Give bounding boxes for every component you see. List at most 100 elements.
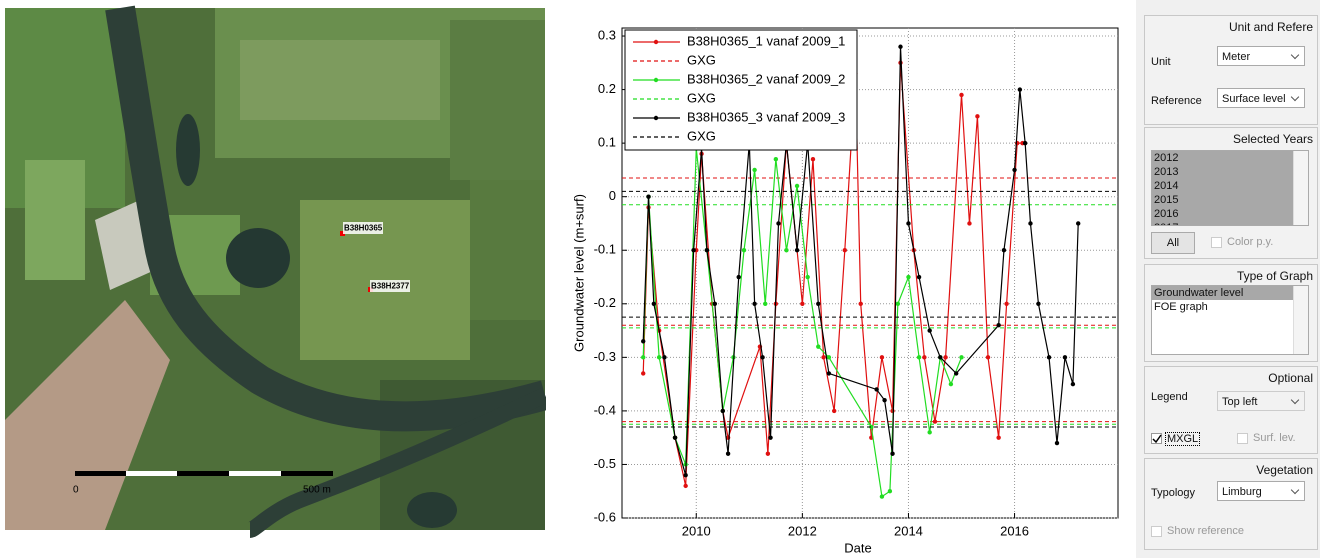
- series-marker: [765, 451, 771, 456]
- surf-lev-checkbox[interactable]: [1237, 433, 1248, 444]
- series-marker: [683, 472, 688, 478]
- series-marker: [641, 339, 646, 344]
- series-marker: [831, 408, 837, 414]
- years-list: 201220132014201520162017: [1151, 150, 1309, 226]
- series-marker: [879, 355, 885, 360]
- optional-group: Optional Legend Top left MXGL Surf. lev.: [1144, 366, 1318, 454]
- y-tick-label: 0: [609, 188, 616, 203]
- reference-dropdown[interactable]: Surface level: [1217, 88, 1305, 108]
- legend-label: B38H0365_1 vanaf 2009_1: [687, 33, 845, 48]
- series-marker: [646, 194, 651, 199]
- series-marker: [725, 451, 731, 456]
- x-tick-label: 2012: [788, 523, 817, 538]
- series-marker: [794, 248, 800, 253]
- scale-label: 0: [73, 485, 79, 496]
- series-marker: [821, 355, 826, 360]
- group-title: Optional: [1268, 371, 1313, 385]
- series-marker: [1054, 440, 1060, 446]
- group-title: Vegetation: [1256, 463, 1313, 477]
- legend-marker: [653, 39, 659, 45]
- color-checkbox-label: Color p.y.: [1227, 236, 1274, 248]
- legend-label: GXG: [687, 90, 716, 105]
- series-marker: [967, 221, 972, 226]
- show-reference-label: Show reference: [1167, 525, 1245, 537]
- series-marker: [1028, 221, 1033, 226]
- series-line: [642, 46, 1079, 476]
- main-canvas: B38H0365 B38H2377 0 500 m Date Groundwat…: [5, 5, 1119, 556]
- graph-type-item[interactable]: FOE graph: [1154, 301, 1208, 313]
- series-marker: [752, 167, 757, 173]
- mxgl-label: MXGL: [1165, 432, 1201, 446]
- series-marker: [938, 355, 943, 360]
- show-reference-checkbox[interactable]: [1151, 526, 1162, 537]
- series-marker: [996, 435, 1001, 440]
- year-item[interactable]: 2012: [1152, 151, 1308, 165]
- map-point-label: B38H2377: [371, 282, 410, 291]
- series-marker: [816, 301, 821, 306]
- year-item[interactable]: 2016: [1152, 207, 1308, 221]
- graph-type-group: Type of Graph Groundwater level FOE graph: [1144, 264, 1318, 362]
- all-button[interactable]: All: [1151, 232, 1195, 254]
- series-marker: [683, 483, 688, 489]
- series-marker: [1046, 355, 1052, 360]
- series-marker: [691, 248, 696, 253]
- series-marker: [943, 355, 948, 360]
- color-checkbox[interactable]: [1211, 237, 1222, 248]
- graph-type-item[interactable]: Groundwater level: [1152, 286, 1308, 300]
- unit-reference-group: Unit and Refere Unit Meter Reference Sur…: [1144, 15, 1318, 125]
- y-tick-label: 0.3: [598, 27, 616, 42]
- scale-label: 500 m: [303, 485, 331, 496]
- series-marker: [704, 248, 710, 253]
- map-point-label: B38H0365: [344, 224, 383, 233]
- legend: B38H0365_1 vanaf 2009_1 GXG B38H0365_2 van…: [624, 29, 858, 151]
- mxgl-checkbox[interactable]: [1151, 433, 1162, 444]
- graph-type-list: Groundwater level FOE graph: [1151, 285, 1309, 355]
- series-marker: [869, 424, 874, 430]
- series-marker: [1070, 381, 1076, 387]
- legend-label: Legend: [1151, 391, 1188, 403]
- x-tick-label: 2016: [1000, 523, 1029, 538]
- series-marker: [760, 355, 765, 360]
- series-marker: [842, 248, 848, 253]
- selected-years-group: Selected Years 201220132014201520162017 …: [1144, 127, 1318, 259]
- control-panel: Unit and Refere Unit Meter Reference Sur…: [1136, 0, 1320, 558]
- x-tick-label: 2014: [894, 523, 923, 538]
- unit-label: Unit: [1151, 56, 1171, 68]
- series-marker: [672, 435, 678, 440]
- series-marker: [948, 381, 954, 387]
- legend-dropdown[interactable]: Top left: [1217, 391, 1305, 411]
- series-marker: [656, 355, 662, 360]
- series-marker: [641, 355, 646, 360]
- legend-label: B38H0365_2 vanaf 2009_2: [687, 71, 845, 86]
- series-marker: [826, 355, 832, 360]
- series-marker: [773, 157, 779, 162]
- series-marker: [752, 301, 757, 306]
- year-item[interactable]: 2014: [1152, 179, 1308, 193]
- series-marker: [800, 301, 805, 306]
- series-marker: [927, 430, 932, 435]
- group-title: Selected Years: [1232, 132, 1313, 146]
- year-item[interactable]: 2013: [1152, 165, 1308, 179]
- unit-dropdown[interactable]: Meter: [1217, 46, 1305, 66]
- legend-label: GXG: [687, 52, 716, 67]
- series-marker: [712, 301, 718, 306]
- series-marker: [763, 301, 768, 306]
- series-marker: [898, 44, 903, 49]
- series-marker: [882, 397, 887, 403]
- typology-label: Typology: [1151, 487, 1196, 499]
- year-item[interactable]: 2017: [1152, 221, 1308, 225]
- series-marker: [975, 114, 980, 119]
- series-marker: [816, 344, 821, 349]
- y-tick-label: -0.5: [594, 456, 616, 471]
- series-marker: [805, 274, 810, 280]
- y-tick-label: -0.4: [594, 402, 616, 417]
- typology-dropdown[interactable]: Limburg: [1217, 481, 1305, 501]
- series-marker: [1001, 248, 1007, 253]
- year-item[interactable]: 2015: [1152, 193, 1308, 207]
- surf-lev-label: Surf. lev.: [1253, 432, 1296, 444]
- series-marker: [887, 489, 893, 494]
- series-marker: [768, 435, 773, 440]
- series-marker: [1017, 87, 1023, 92]
- series-marker: [1012, 167, 1017, 173]
- series-marker: [651, 301, 657, 306]
